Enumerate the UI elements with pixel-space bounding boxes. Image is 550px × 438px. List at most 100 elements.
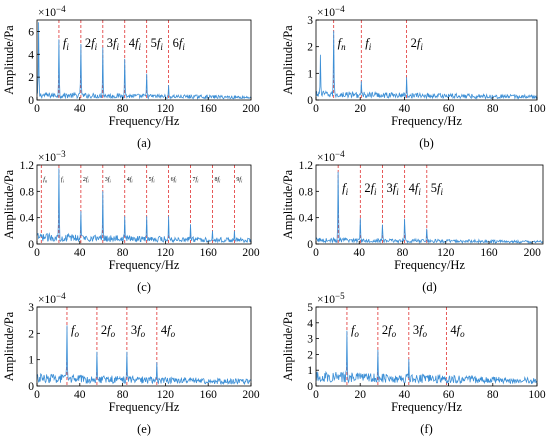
y-tick-label: 2 bbox=[28, 72, 34, 84]
panel-b: 0 20 40 60 80 100 0 1 2 3 ×10−4 Frequency/Hz Amplitu… bbox=[281, 4, 546, 150]
x-tick-label: 40 bbox=[74, 103, 86, 115]
x-tick-label: 40 bbox=[399, 389, 411, 401]
panel-e: 0 40 80 120 160 200 0 1 2 3 ×10−4 Frequency/Hz Ampli… bbox=[2, 291, 260, 436]
x-tick-label: 120 bbox=[157, 389, 175, 401]
x-axis-label: Frequency/Hz bbox=[391, 114, 462, 128]
x-tick-label: 0 bbox=[313, 247, 319, 259]
x-tick-label: 80 bbox=[397, 247, 409, 259]
y-tick-label: 0.8 bbox=[20, 186, 35, 198]
harmonic-label: 3fo bbox=[413, 323, 428, 339]
x-tick-label: 160 bbox=[200, 247, 218, 259]
y-axis-label: Amplitude/Pa bbox=[2, 25, 16, 95]
harmonic-label: 2fi bbox=[411, 36, 424, 52]
panel-c: 0 40 80 120 160 200 0 0.4 0.8 1.2×10−3 Frequency/H… bbox=[2, 149, 260, 294]
harmonic-label: 4fi bbox=[129, 36, 142, 52]
x-tick-label: 200 bbox=[524, 247, 542, 259]
y-axis-label: Amplitude/Pa bbox=[281, 25, 295, 95]
y-tick-label: 3 bbox=[28, 302, 34, 314]
y-tick-label: 4 bbox=[307, 318, 313, 330]
y-axis-label: Amplitude/Pa bbox=[2, 169, 16, 239]
harmonic-label: 2fo bbox=[101, 323, 116, 339]
harmonic-label: fo bbox=[71, 323, 79, 339]
y-scale-exponent: ×10−4 bbox=[38, 291, 66, 306]
x-tick-label: 80 bbox=[487, 103, 499, 115]
x-tick-label: 120 bbox=[437, 247, 455, 259]
panel-label: (a) bbox=[137, 136, 151, 150]
x-tick-label: 40 bbox=[74, 389, 86, 401]
x-tick-label: 160 bbox=[200, 103, 218, 115]
y-tick-label: 2 bbox=[28, 328, 34, 340]
harmonic-label: 3fi bbox=[105, 176, 112, 184]
x-tick-label: 80 bbox=[117, 389, 129, 401]
y-tick-label: 0 bbox=[307, 381, 313, 393]
harmonic-label: 4fi bbox=[127, 176, 134, 184]
harmonic-label: 5fi bbox=[149, 176, 156, 184]
x-tick-label: 0 bbox=[313, 103, 319, 115]
harmonic-label: fn bbox=[338, 36, 346, 52]
harmonic-label: 3fi bbox=[107, 36, 120, 52]
axes-box bbox=[36, 19, 252, 101]
harmonic-label: 2fi bbox=[83, 176, 90, 184]
axes-box bbox=[315, 164, 544, 245]
x-tick-label: 20 bbox=[354, 389, 366, 401]
x-tick-label: 160 bbox=[480, 247, 498, 259]
harmonic-label: 4fo bbox=[161, 323, 176, 339]
y-axis-label: Amplitude/Pa bbox=[2, 311, 16, 381]
harmonic-label: fi bbox=[63, 36, 69, 52]
y-tick-label: 1.2 bbox=[299, 160, 314, 172]
x-tick-label: 40 bbox=[353, 247, 365, 259]
spectrum-series bbox=[36, 168, 252, 244]
axes-box bbox=[36, 306, 252, 387]
x-tick-label: 200 bbox=[242, 389, 260, 401]
panel-f: 0 20 40 60 80 100012345×10−5Frequency/HzAmpli… bbox=[281, 291, 546, 436]
harmonic-label: 2fi bbox=[364, 181, 377, 197]
panel-label: (b) bbox=[419, 136, 434, 150]
x-tick-label: 60 bbox=[443, 103, 455, 115]
panel-label: (e) bbox=[137, 422, 151, 436]
harmonic-label: 4fo bbox=[450, 323, 465, 339]
x-tick-label: 160 bbox=[200, 389, 218, 401]
harmonic-label: 4fi bbox=[409, 181, 422, 197]
axes-box bbox=[315, 306, 538, 387]
x-tick-label: 0 bbox=[313, 389, 319, 401]
x-tick-label: 120 bbox=[157, 103, 175, 115]
x-tick-label: 0 bbox=[34, 247, 40, 259]
x-tick-label: 0 bbox=[34, 103, 40, 115]
harmonic-label: fi bbox=[365, 36, 371, 52]
panel-label: (c) bbox=[137, 280, 151, 294]
y-scale-exponent: ×10−5 bbox=[317, 291, 345, 306]
x-tick-label: 80 bbox=[487, 389, 499, 401]
x-axis-label: Frequency/Hz bbox=[109, 400, 180, 414]
harmonic-label: 5fi bbox=[431, 181, 444, 197]
spectrum-series bbox=[36, 22, 252, 100]
y-tick-label: 1.2 bbox=[20, 160, 35, 172]
y-tick-label: 0 bbox=[28, 239, 34, 251]
axes-box bbox=[315, 19, 538, 101]
harmonic-label: 3fo bbox=[131, 323, 146, 339]
harmonic-label: 2fo bbox=[382, 323, 397, 339]
harmonic-label: 9fi bbox=[236, 176, 243, 184]
x-tick-label: 0 bbox=[34, 389, 40, 401]
y-axis-label: Amplitude/Pa bbox=[281, 311, 295, 381]
spectrum-series bbox=[315, 30, 538, 100]
harmonic-label: fn bbox=[43, 176, 48, 184]
panel-label: (d) bbox=[422, 280, 437, 294]
x-axis-label: Frequency/Hz bbox=[394, 258, 465, 272]
x-axis-label: Frequency/Hz bbox=[109, 114, 180, 128]
y-tick-label: 1 bbox=[307, 68, 313, 80]
y-scale-exponent: ×10−4 bbox=[38, 4, 66, 19]
x-tick-label: 120 bbox=[157, 247, 175, 259]
spectrum-series bbox=[315, 330, 538, 385]
y-tick-label: 0.8 bbox=[299, 186, 314, 198]
y-tick-label: 1 bbox=[307, 365, 313, 377]
y-tick-label: 3 bbox=[307, 334, 313, 346]
x-tick-label: 100 bbox=[528, 389, 546, 401]
harmonic-label: 7fi bbox=[193, 176, 200, 184]
y-tick-label: 0 bbox=[28, 95, 34, 107]
spectrum-series bbox=[315, 171, 544, 245]
harmonic-label: 3fi bbox=[386, 181, 399, 197]
y-scale-exponent: ×10−4 bbox=[317, 4, 345, 19]
x-tick-label: 40 bbox=[399, 103, 411, 115]
y-tick-label: 4 bbox=[28, 49, 34, 61]
